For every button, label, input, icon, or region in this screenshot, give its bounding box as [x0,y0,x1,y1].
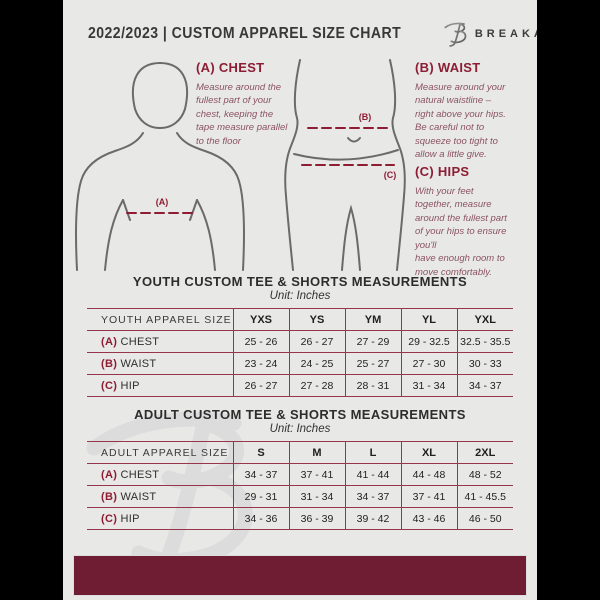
waist-guide: (B) WAIST Measure around your natural wa… [415,60,537,162]
cell: 34 - 36 [232,507,289,530]
cell: 34 - 37 [344,485,401,508]
row-key: (A) [101,335,118,348]
brand-lockup: BREAKAWAY [444,20,537,48]
cell: 34 - 37 [456,374,513,397]
row-key: (C) [101,379,118,392]
lower-body-diagram: (B) (C) [284,59,406,271]
row-label: (A) CHEST [87,464,233,486]
adult-header-row: ADULT APPAREL SIZE S M L XL 2XL [87,441,513,464]
row-label: (C) HIP [87,508,233,530]
size-chart-page: 2022/2023 | CUSTOM APPAREL SIZE CHART BR… [63,0,537,600]
size-header: YXL [456,308,513,331]
row-label: (A) CHEST [87,331,233,353]
youth-header-row: YOUTH APPAREL SIZE YXS YS YM YL YXL [87,308,513,331]
hips-guide-heading: (C) HIPS [415,164,470,179]
cell: 41 - 44 [344,463,401,486]
cell: 34 - 37 [232,463,289,486]
cell: 39 - 42 [344,507,401,530]
row-name: HIP [120,379,140,392]
page-header: 2022/2023 | CUSTOM APPAREL SIZE CHART BR… [88,18,537,50]
row-label: (C) HIP [87,375,233,397]
cell: 37 - 41 [400,485,457,508]
cell: 28 - 31 [344,374,401,397]
row-key: (C) [101,512,118,525]
cell: 25 - 27 [344,352,401,375]
adult-size-table: ADULT APPAREL SIZE S M L XL 2XL (A) CHES… [87,441,513,530]
cell: 31 - 34 [288,485,345,508]
cell: 32.5 - 35.5 [456,330,513,353]
hips-guide-text: With your feet together, measure around … [415,186,507,278]
breakaway-logo-icon [444,22,467,47]
row-label: (B) WAIST [87,486,233,508]
cell: 27 - 30 [400,352,457,375]
adult-corner-header: ADULT APPAREL SIZE [101,446,229,459]
size-header: XL [400,441,457,464]
adult-chest-row: (A) CHEST 34 - 37 37 - 41 41 - 44 44 - 4… [87,463,513,486]
size-header: S [232,441,289,464]
row-name: WAIST [120,357,157,370]
row-name: CHEST [120,335,160,348]
waist-line-label: (B) [359,112,372,122]
cell: 27 - 29 [344,330,401,353]
youth-chest-row: (A) CHEST 25 - 26 26 - 27 27 - 29 29 - 3… [87,330,513,353]
torso-diagram: (A) [75,61,245,271]
row-key: (B) [101,357,118,370]
footer-bar [73,555,527,596]
youth-size-table: YOUTH APPAREL SIZE YXS YS YM YL YXL (A) … [87,308,513,397]
row-name: WAIST [120,490,157,503]
youth-table-title: YOUTH CUSTOM TEE & SHORTS MEASUREMENTS [132,274,468,289]
cell: 41 - 45.5 [456,485,513,508]
row-label: (B) WAIST [87,353,233,375]
size-header: YXS [232,308,289,331]
youth-table-unit: Unit: Inches [269,290,331,302]
cell: 48 - 52 [456,463,513,486]
waist-guide-heading: (B) WAIST [415,60,481,75]
brand-name: BREAKAWAY [474,28,537,40]
cell: 29 - 32.5 [400,330,457,353]
size-header: 2XL [456,441,513,464]
youth-corner-header: YOUTH APPAREL SIZE [101,313,232,326]
waist-guide-text: Measure around your natural waistline – … [415,82,506,161]
adult-table-title: ADULT CUSTOM TEE & SHORTS MEASUREMENTS [134,407,466,422]
cell: 37 - 41 [288,463,345,486]
size-header: YM [344,308,401,331]
size-header: YS [288,308,345,331]
cell: 26 - 27 [288,330,345,353]
cell: 23 - 24 [232,352,289,375]
cell: 46 - 50 [456,507,513,530]
row-key: (A) [101,468,118,481]
cell: 30 - 33 [456,352,513,375]
cell: 27 - 28 [288,374,345,397]
cell: 36 - 39 [288,507,345,530]
cell: 24 - 25 [288,352,345,375]
hips-line-label: (C) [384,170,397,180]
cell: 43 - 46 [400,507,457,530]
chest-guide-text: Measure around the fullest part of your … [196,82,288,147]
chest-guide: (A) CHEST Measure around the fullest par… [196,60,314,148]
youth-hip-row: (C) HIP 26 - 27 27 - 28 28 - 31 31 - 34 … [87,374,513,397]
size-header: M [288,441,345,464]
row-name: HIP [120,512,140,525]
chest-line-label: (A) [156,197,169,207]
row-key: (B) [101,490,118,503]
adult-waist-row: (B) WAIST 29 - 31 31 - 34 34 - 37 37 - 4… [87,485,513,508]
page-title: 2022/2023 | CUSTOM APPAREL SIZE CHART [88,25,402,42]
cell: 26 - 27 [232,374,289,397]
cell: 44 - 48 [400,463,457,486]
adult-table-unit: Unit: Inches [269,423,331,435]
adult-hip-row: (C) HIP 34 - 36 36 - 39 39 - 42 43 - 46 … [87,507,513,530]
cell: 25 - 26 [232,330,289,353]
cell: 31 - 34 [400,374,457,397]
cell: 29 - 31 [232,485,289,508]
size-header: L [344,441,401,464]
size-header: YL [400,308,457,331]
chest-guide-heading: (A) CHEST [196,60,265,75]
hips-guide: (C) HIPS With your feet together, measur… [415,164,537,279]
youth-waist-row: (B) WAIST 23 - 24 24 - 25 25 - 27 27 - 3… [87,352,513,375]
row-name: CHEST [120,468,160,481]
